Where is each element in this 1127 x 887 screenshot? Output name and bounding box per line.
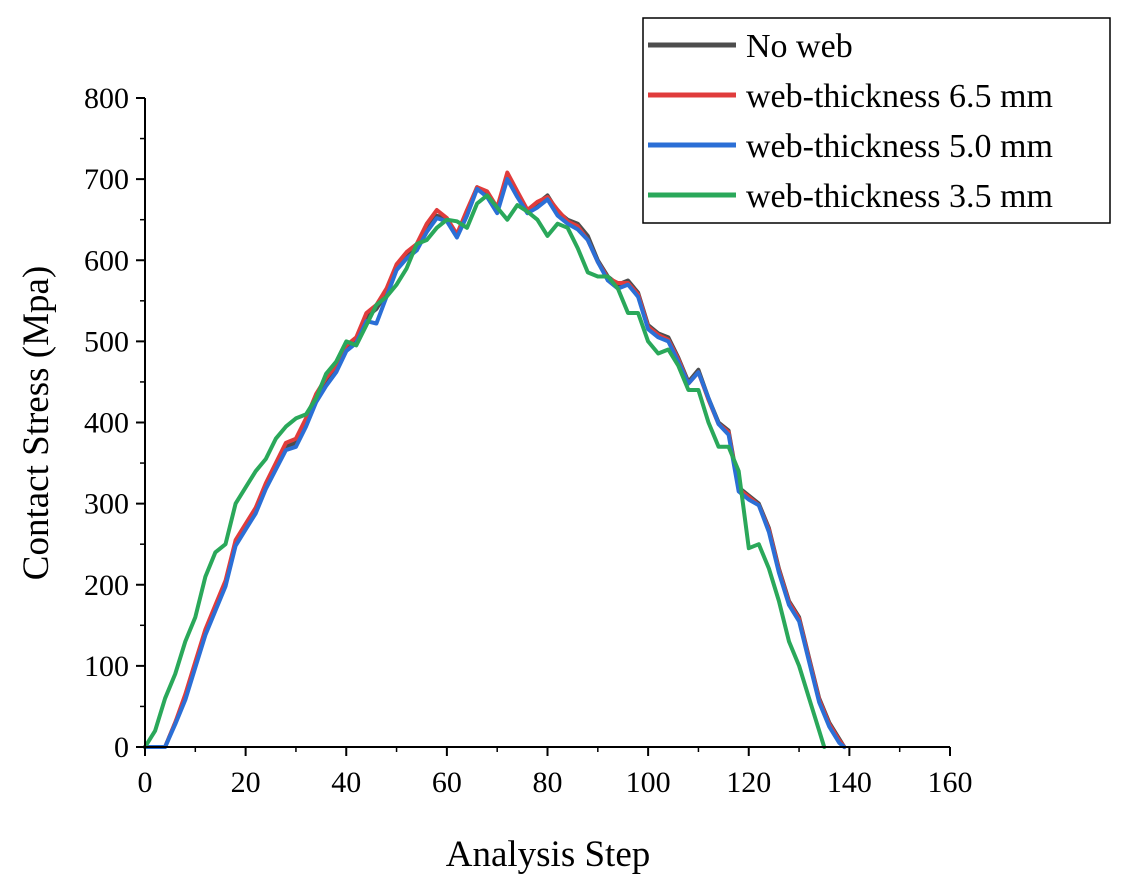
x-tick-label: 140 bbox=[827, 766, 872, 799]
series-layer bbox=[143, 170, 847, 749]
x-tick-label: 160 bbox=[928, 766, 973, 799]
x-tick-label: 60 bbox=[432, 766, 462, 799]
legend-label: No web bbox=[746, 28, 853, 65]
x-tick-label: 120 bbox=[726, 766, 771, 799]
y-tick-label: 200 bbox=[84, 569, 129, 602]
y-tick-label: 800 bbox=[84, 82, 129, 115]
y-axis-title: Contact Stress (Mpa) bbox=[16, 266, 57, 580]
x-tick-label: 0 bbox=[138, 766, 153, 799]
y-tick-label: 500 bbox=[84, 325, 129, 358]
legend-items: No web web-thickness 6.5 mm web-thickness … bbox=[648, 28, 1053, 215]
y-tick-label: 0 bbox=[114, 731, 129, 764]
x-axis-ticks: 0 20 40 60 80 100 120 140 160 bbox=[138, 747, 973, 799]
legend-box bbox=[642, 17, 1111, 224]
y-tick-label: 100 bbox=[84, 650, 129, 683]
y-tick-label: 400 bbox=[84, 407, 129, 440]
x-tick-label: 20 bbox=[231, 766, 261, 799]
series-line-3 bbox=[143, 193, 827, 749]
x-axis-title: Analysis Step bbox=[446, 834, 651, 875]
x-tick-label: 40 bbox=[331, 766, 361, 799]
legend-label: web-thickness 5.0 mm bbox=[746, 128, 1053, 165]
x-tick-label: 100 bbox=[626, 766, 671, 799]
legend-label: web-thickness 3.5 mm bbox=[746, 178, 1053, 215]
legend: No web web-thickness 6.5 mm web-thickness … bbox=[642, 17, 1111, 224]
y-tick-label: 300 bbox=[84, 488, 129, 521]
y-tick-label: 600 bbox=[84, 244, 129, 277]
x-tick-label: 80 bbox=[533, 766, 563, 799]
y-tick-label: 700 bbox=[84, 163, 129, 196]
legend-label: web-thickness 6.5 mm bbox=[746, 78, 1053, 115]
y-axis-ticks: 0 100 200 300 400 500 600 700 800 bbox=[84, 82, 145, 764]
